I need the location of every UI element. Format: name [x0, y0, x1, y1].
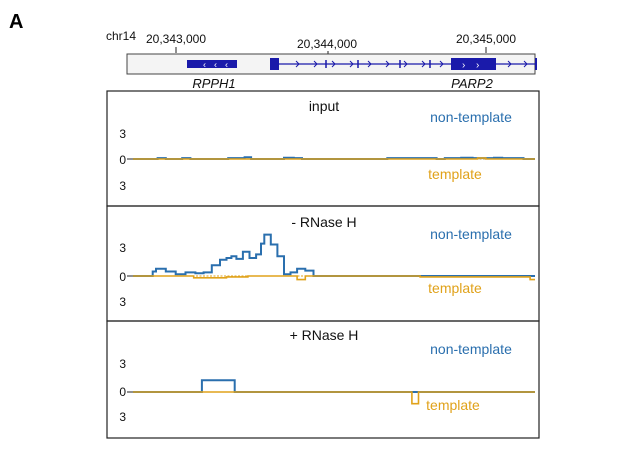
- chromosome-label: chr14: [106, 29, 136, 43]
- gene-label-rpph1: RPPH1: [192, 76, 235, 91]
- legend-template: template: [426, 397, 480, 413]
- series-line-non-template: [133, 379, 535, 393]
- series-line-template: [133, 275, 535, 281]
- panel-input: input non-template template 3 0 3: [106, 90, 540, 207]
- legend-template: template: [428, 280, 482, 296]
- gene-rpph1: ‹ ‹ ‹: [187, 60, 237, 70]
- panel-letter: A: [9, 11, 23, 33]
- coordinate-label: 20,344,000: [297, 37, 357, 51]
- svg-text:›: ›: [476, 60, 479, 71]
- y-tick-label: 3: [119, 241, 126, 255]
- y-tick-label: 3: [119, 295, 126, 309]
- gene-label-parp2: PARP2: [451, 76, 493, 91]
- svg-text:‹: ‹: [225, 60, 228, 70]
- svg-text:‹: ‹: [214, 60, 217, 70]
- legend-non-template: non-template: [430, 341, 512, 357]
- legend-non-template: non-template: [430, 226, 512, 242]
- panel-title: + RNase H: [290, 327, 359, 343]
- y-tick-label: 0: [119, 270, 126, 284]
- panel-frame: [106, 320, 540, 439]
- gene-parp2: › ›: [270, 58, 537, 71]
- svg-text:‹: ‹: [203, 60, 206, 70]
- panel-minus-rnase-h: - RNase H non-template template 3 0 3: [106, 205, 540, 322]
- legend-non-template: non-template: [430, 109, 512, 125]
- y-tick-label: 0: [119, 153, 126, 167]
- coordinate-label: 20,343,000: [146, 32, 206, 46]
- y-tick-label: 3: [119, 127, 126, 141]
- panel-title: - RNase H: [291, 214, 356, 230]
- y-tick-label: 3: [119, 357, 126, 371]
- svg-text:›: ›: [462, 60, 465, 71]
- series-line-non-template: [133, 233, 535, 277]
- panel-title: input: [309, 98, 339, 114]
- coordinate-label: 20,345,000: [456, 32, 516, 46]
- genome-track: chr14 20,343,000 20,344,000 20,345,000 ‹…: [106, 29, 537, 91]
- panel-plus-rnase-h: + RNase H non-template template 3 0 3: [106, 320, 540, 439]
- series-line-template: [133, 391, 535, 405]
- y-tick-label: 0: [119, 385, 126, 399]
- y-tick-label: 3: [119, 410, 126, 424]
- legend-template: template: [428, 166, 482, 182]
- y-tick-label: 3: [119, 179, 126, 193]
- series-line-template: [133, 157, 535, 160]
